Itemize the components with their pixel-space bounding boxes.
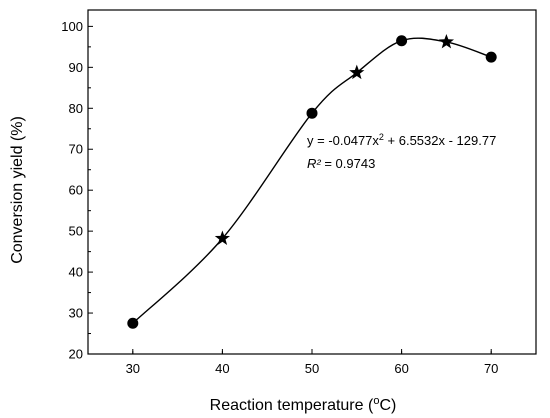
y-tick-label: 60 (69, 183, 83, 198)
y-tick-label: 40 (69, 265, 83, 280)
data-point-circle (396, 35, 408, 47)
x-tick-label: 60 (394, 361, 408, 376)
data-point-circle (306, 107, 318, 119)
axes (87, 9, 537, 355)
data-point-star (349, 64, 365, 80)
data-point-star (438, 33, 455, 49)
y-tick-label: 70 (69, 142, 83, 157)
fit-curve (132, 37, 492, 324)
axis-ticks (88, 25, 492, 355)
plot-frame (87, 9, 537, 355)
data-point-circle (485, 51, 497, 63)
data-point-circle (127, 317, 139, 329)
y-axis-title: Conversion yield (%) (9, 116, 26, 264)
y-tick-label: 50 (69, 224, 83, 239)
y-tick-label: 100 (61, 19, 83, 34)
y-tick-label: 30 (69, 306, 83, 321)
fit-equation: y = -0.0477x2 + 6.5532x - 129.77 (307, 132, 496, 148)
y-tick-label: 80 (69, 101, 83, 116)
x-tick-label: 70 (484, 361, 498, 376)
tick-labels: 30 40 50 60 70 20 30 40 50 60 70 80 90 100 (61, 19, 498, 376)
x-axis-title: Reaction temperature (oC) (210, 395, 397, 414)
data-points (127, 33, 497, 329)
y-tick-label: 90 (69, 60, 83, 75)
x-tick-label: 30 (126, 361, 140, 376)
r-squared: R² = 0.9743 (307, 156, 375, 171)
y-tick-label: 20 (69, 347, 83, 362)
data-point-star (214, 230, 231, 245)
x-tick-label: 50 (305, 361, 319, 376)
x-tick-label: 40 (215, 361, 229, 376)
